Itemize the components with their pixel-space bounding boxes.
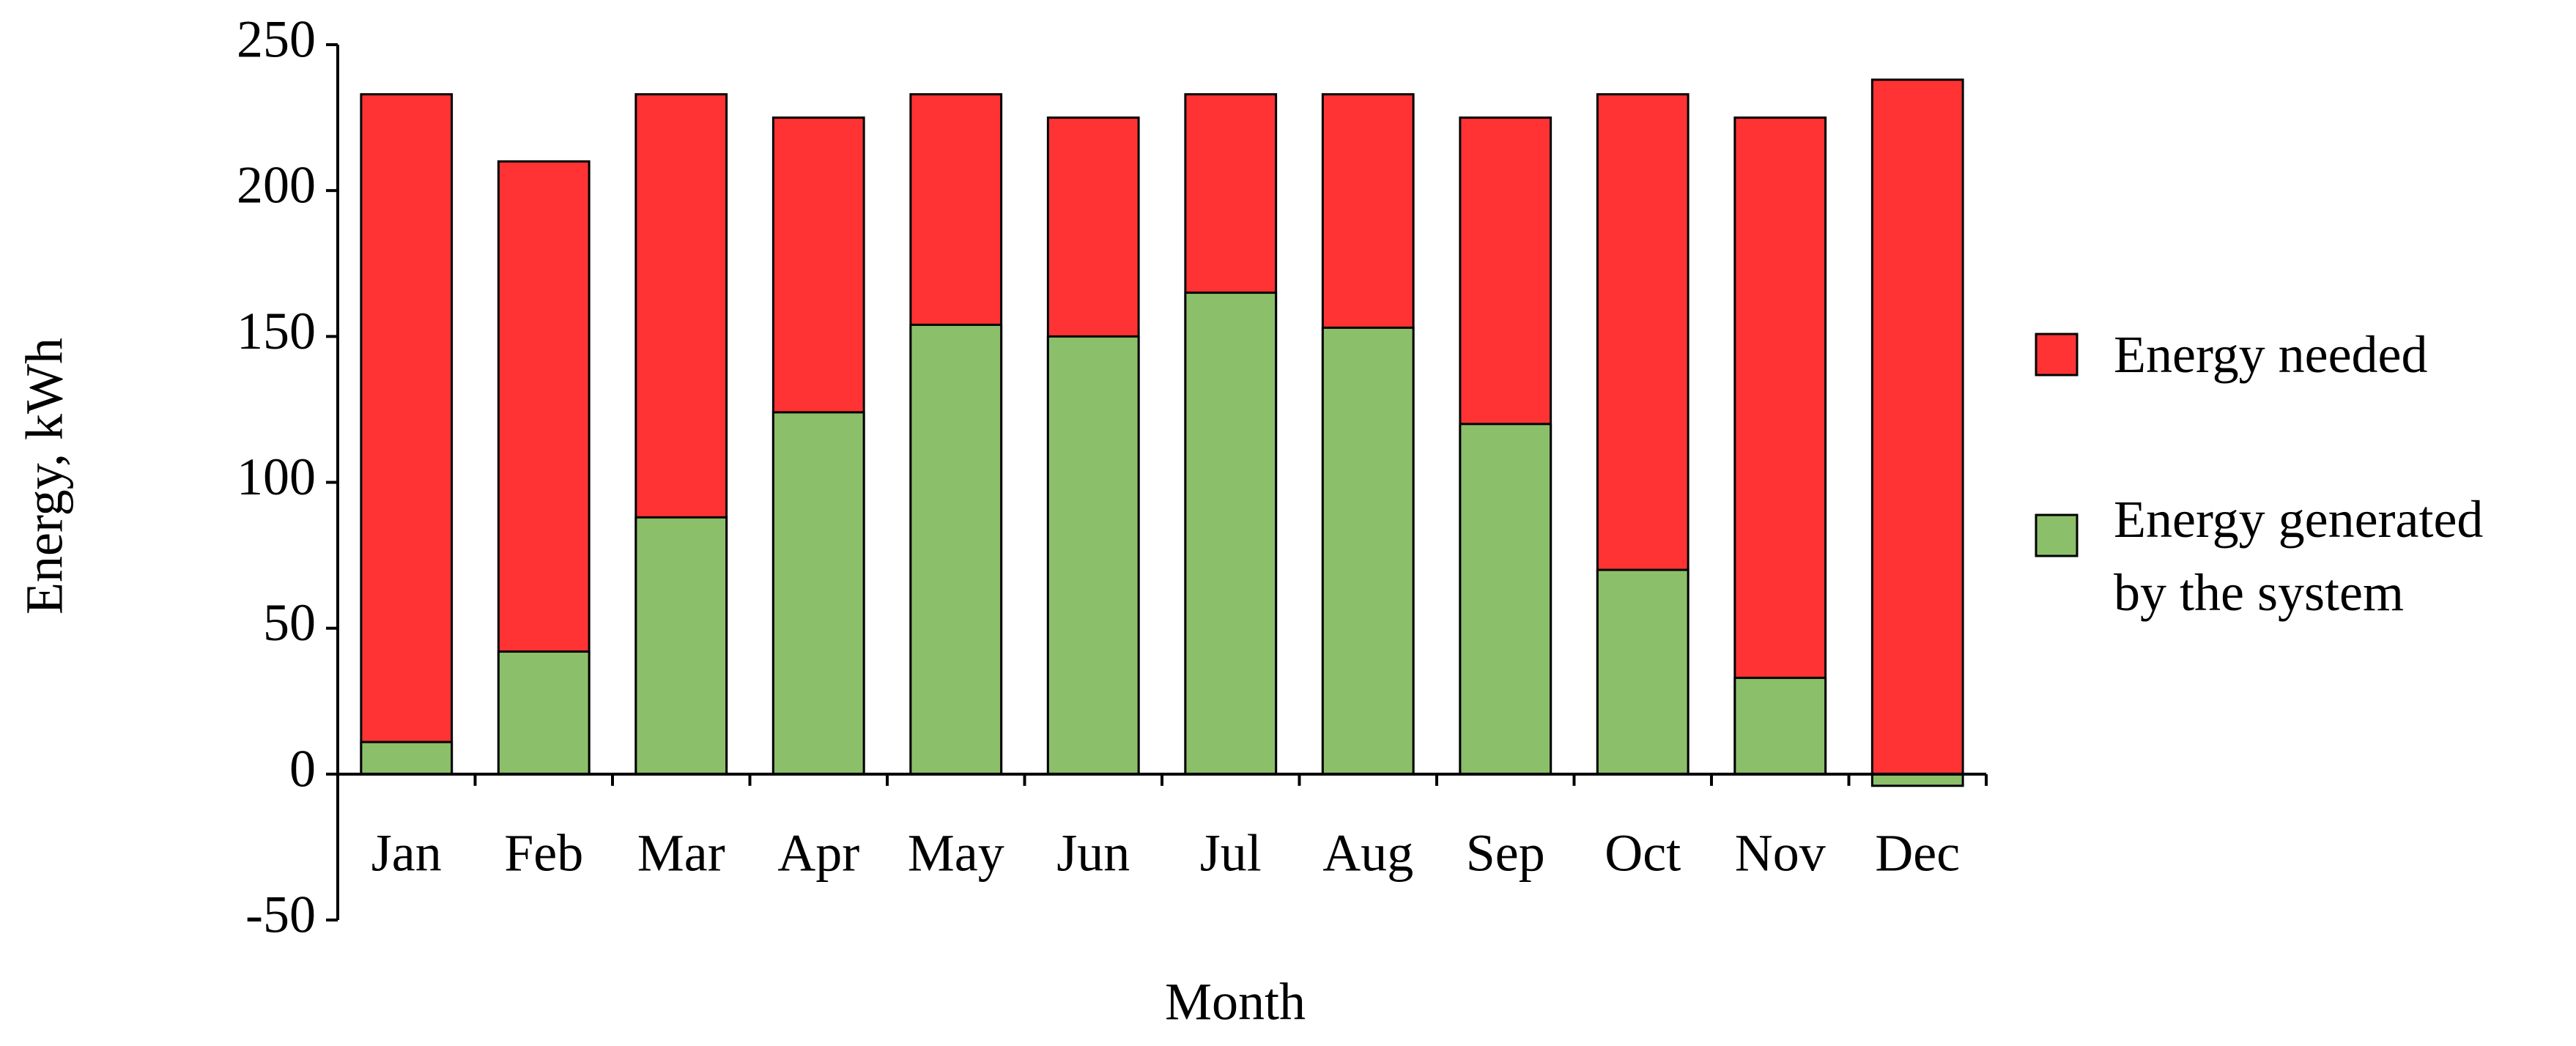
x-tick-label: Jun	[1056, 824, 1130, 883]
bar	[1870, 773, 1964, 787]
x-axis-label: Month	[1165, 973, 1306, 1031]
bar	[909, 323, 1003, 776]
bar	[360, 93, 454, 776]
x-tick-label: Sep	[1466, 824, 1545, 883]
x-tick-label: Jan	[371, 824, 442, 883]
bar	[1870, 78, 1964, 776]
bar	[1046, 335, 1140, 776]
x-tick-label: Aug	[1322, 824, 1413, 883]
bar	[1596, 568, 1689, 776]
legend-swatch	[2035, 513, 2079, 557]
bar	[1459, 423, 1552, 776]
x-tick-label: May	[908, 824, 1004, 883]
x-tick-label: Nov	[1735, 824, 1826, 883]
legend-swatch	[2035, 333, 2079, 377]
y-tick-label: -50	[245, 886, 316, 944]
y-tick-label: 250	[237, 10, 316, 69]
x-tick-label: Jul	[1200, 824, 1262, 883]
legend-label: Energy generated by the system	[2114, 490, 2484, 622]
x-tick-label: Dec	[1875, 824, 1960, 883]
y-axis-label: Energy, kWh	[15, 338, 74, 615]
bar	[1184, 292, 1278, 776]
x-tick-label: Feb	[504, 824, 583, 883]
bar	[771, 411, 865, 776]
x-tick-label: Mar	[637, 824, 725, 883]
y-tick-label: 200	[237, 156, 316, 215]
bar	[1321, 326, 1415, 776]
bar	[360, 741, 454, 776]
x-tick-label: Apr	[777, 824, 859, 883]
bar	[1733, 676, 1827, 776]
bar	[1733, 116, 1827, 776]
x-tick-label: Oct	[1605, 824, 1681, 883]
bar	[634, 516, 728, 776]
y-tick-label: 100	[237, 448, 316, 506]
y-tick-label: 150	[237, 302, 316, 360]
y-tick-label: 0	[289, 739, 316, 798]
bar	[497, 650, 591, 776]
legend-label: Energy needed	[2114, 325, 2428, 384]
y-tick-label: 50	[263, 593, 316, 652]
